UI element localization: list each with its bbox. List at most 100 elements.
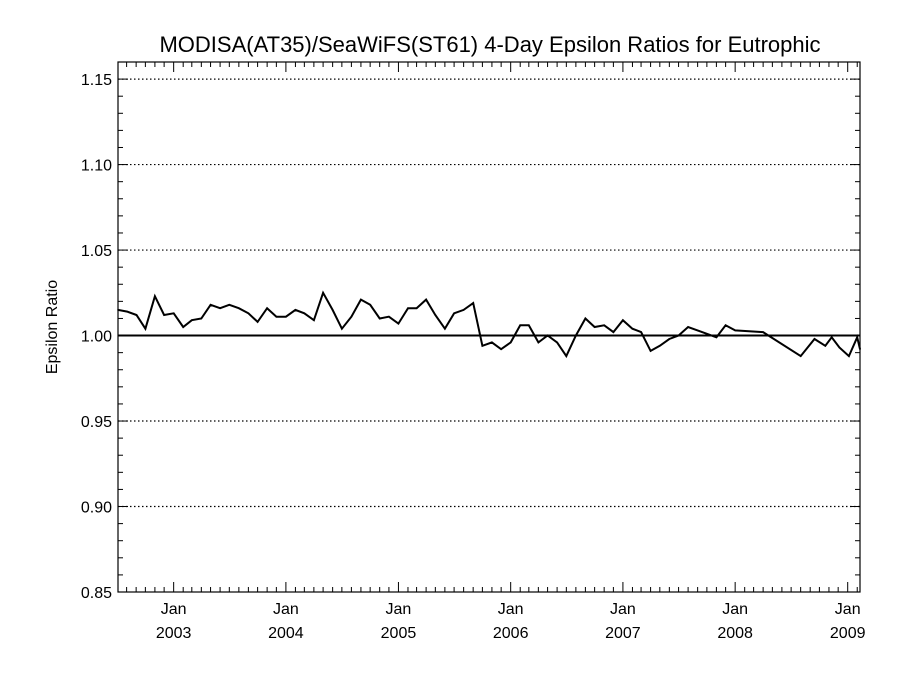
axes xyxy=(117,61,861,593)
x-tick-month-label: Jan xyxy=(722,601,748,618)
data-point xyxy=(434,314,437,316)
data-point xyxy=(500,348,502,351)
data-point xyxy=(734,329,736,332)
data-point xyxy=(331,309,334,311)
x-tick-month-label: Jan xyxy=(386,601,412,618)
data-point xyxy=(668,338,671,340)
data-point xyxy=(425,298,427,301)
data-point xyxy=(706,333,708,335)
data-point xyxy=(696,329,699,332)
x-tick-year-label: 2007 xyxy=(605,625,641,642)
data-point xyxy=(565,355,568,357)
x-tick-month-label: Jan xyxy=(835,601,861,618)
x-tick-year-label: 2008 xyxy=(717,625,753,642)
data-point xyxy=(200,317,203,320)
data-point xyxy=(472,302,474,304)
data-point xyxy=(256,321,259,323)
data-point xyxy=(303,312,306,315)
y-tick-label: 0.95 xyxy=(81,414,112,431)
data-point xyxy=(407,307,409,309)
chart-title: MODISA(AT35)/SeaWiFS(ST61) 4-Day Epsilon… xyxy=(159,32,820,57)
data-point xyxy=(191,319,193,321)
x-tick-year-label: 2009 xyxy=(830,625,866,642)
data-point xyxy=(266,307,268,309)
data-point xyxy=(491,341,493,344)
data-point xyxy=(378,317,381,320)
x-tick-year-label: 2004 xyxy=(268,625,304,642)
data-point xyxy=(640,331,642,333)
data-point xyxy=(397,322,400,325)
data-point xyxy=(659,345,661,347)
data-point xyxy=(830,336,833,339)
data-point xyxy=(172,312,175,315)
x-tick-month-label: Jan xyxy=(161,601,187,618)
data-point xyxy=(838,346,841,349)
data-point xyxy=(275,315,278,318)
data-point xyxy=(603,324,605,327)
data-point xyxy=(369,303,371,306)
tick-labels: 0.85 0.90 0.95 1.00 1.05 1.10 1.15 Jan 2003 Jan 20… xyxy=(81,72,866,642)
series-layer xyxy=(117,290,861,359)
data-point xyxy=(219,307,221,309)
y-axis-label: Epsilon Ratio xyxy=(44,280,61,374)
data-point xyxy=(341,327,343,330)
data-point xyxy=(182,326,184,328)
x-tick-year-label: 2003 xyxy=(156,625,192,642)
plot-frame xyxy=(117,61,861,593)
data-point xyxy=(509,341,512,344)
x-tick-year-label: 2005 xyxy=(381,625,417,642)
x-tick-month-label: Jan xyxy=(498,601,524,618)
data-point xyxy=(575,334,577,337)
data-point xyxy=(519,324,522,327)
data-point xyxy=(163,314,165,316)
y-tick-label: 1.00 xyxy=(81,329,112,346)
data-point xyxy=(313,319,315,321)
x-tick-month-label: Jan xyxy=(610,601,636,618)
data-point xyxy=(415,307,418,309)
data-point xyxy=(444,327,446,330)
data-point xyxy=(453,312,455,315)
data-point xyxy=(228,303,231,306)
data-point xyxy=(294,309,297,311)
data-point xyxy=(285,315,287,318)
data-point xyxy=(388,315,390,318)
data-point xyxy=(126,310,129,313)
x-tick-month-label: Jan xyxy=(273,601,299,618)
data-point xyxy=(631,327,634,330)
data-point xyxy=(687,326,689,328)
data-point xyxy=(813,338,816,340)
data-point xyxy=(715,336,718,339)
y-tick-label: 1.10 xyxy=(81,158,112,175)
y-tick-label: 1.15 xyxy=(81,72,112,89)
data-point xyxy=(528,324,530,327)
data-point xyxy=(135,314,138,316)
data-point xyxy=(556,341,558,344)
data-point xyxy=(546,334,549,337)
data-point xyxy=(856,336,859,339)
x-tick-year-label: 2006 xyxy=(493,625,529,642)
data-point xyxy=(762,331,764,333)
data-point xyxy=(612,331,615,333)
data-point xyxy=(481,345,484,347)
data-point xyxy=(593,326,596,328)
data-point xyxy=(350,315,353,318)
data-point xyxy=(584,317,587,320)
data-point xyxy=(247,312,250,315)
y-tick-label: 0.85 xyxy=(81,585,112,602)
data-point xyxy=(360,298,362,301)
data-point xyxy=(154,295,156,298)
data-point xyxy=(622,319,624,321)
grid-lines xyxy=(118,78,860,508)
data-point xyxy=(799,355,802,357)
data-point xyxy=(537,341,540,344)
data-point xyxy=(462,309,465,311)
y-tick-label: 1.05 xyxy=(81,243,112,260)
data-point xyxy=(824,345,827,347)
y-tick-label: 0.90 xyxy=(81,500,112,517)
data-point xyxy=(209,303,212,306)
data-point xyxy=(144,327,147,330)
data-point xyxy=(238,307,240,309)
data-point xyxy=(724,324,727,327)
data-point xyxy=(322,292,324,294)
